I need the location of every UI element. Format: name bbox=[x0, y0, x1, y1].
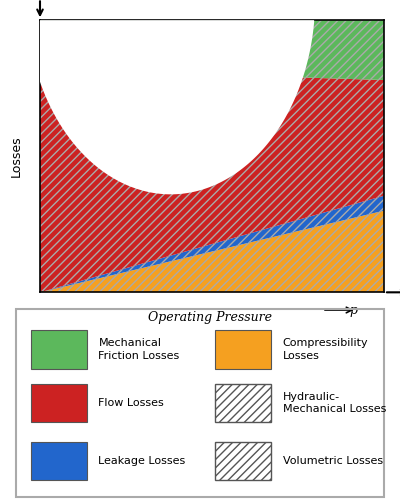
Bar bbox=[215, 384, 272, 422]
Bar bbox=[31, 384, 87, 422]
Text: Hydraulic-
Mechanical Losses: Hydraulic- Mechanical Losses bbox=[283, 392, 386, 414]
Text: Flow Losses: Flow Losses bbox=[98, 398, 164, 408]
Bar bbox=[215, 442, 272, 480]
Text: Operating Pressure: Operating Pressure bbox=[148, 311, 276, 325]
Bar bbox=[31, 442, 87, 480]
Text: Leakage Losses: Leakage Losses bbox=[98, 456, 186, 466]
Polygon shape bbox=[26, 0, 315, 195]
Text: Volumetric Losses: Volumetric Losses bbox=[283, 456, 383, 466]
Text: p: p bbox=[350, 303, 358, 317]
Bar bbox=[31, 331, 87, 369]
Bar bbox=[215, 331, 272, 369]
Text: Mechanical
Friction Losses: Mechanical Friction Losses bbox=[98, 338, 180, 361]
Text: Compressibility
Losses: Compressibility Losses bbox=[283, 338, 368, 361]
Text: Losses: Losses bbox=[10, 136, 22, 177]
